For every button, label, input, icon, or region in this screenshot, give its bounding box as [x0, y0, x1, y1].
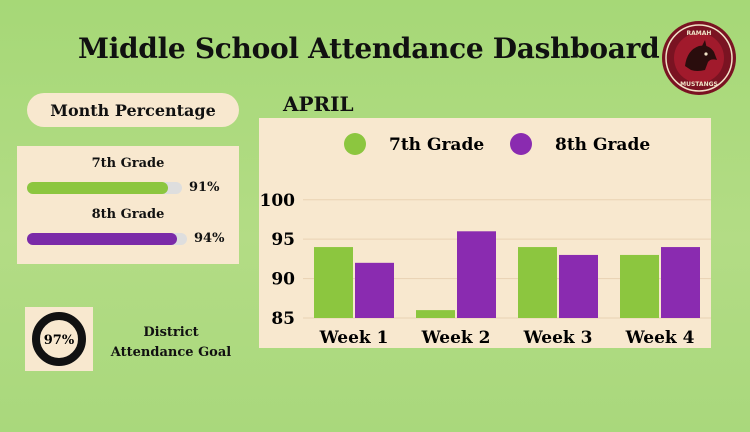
bar-1-week-2 [416, 310, 455, 318]
attendance-chart-panel: 7th Grade 8th Grade 85 90 95 100 Week 1 Week 2 W… [259, 118, 711, 348]
chart-title: APRIL [283, 92, 354, 116]
bar-2-week-1 [355, 262, 394, 318]
grade-8-progress-fill [27, 233, 178, 245]
month-percentage-panel: 7th Grade 91% 8th Grade 94% [17, 146, 239, 264]
x-tick-week-3: Week 3 [523, 328, 593, 348]
month-percentage-label: Month Percentage [27, 93, 239, 127]
bar-1-week-3 [518, 247, 557, 318]
grade-7-progress-track [27, 182, 182, 194]
grade-8-label: 8th Grade [91, 207, 165, 222]
bar-2-week-3 [559, 254, 598, 318]
attendance-bar-chart: 7th Grade 8th Grade 85 90 95 100 Week 1 Week 2 W… [260, 133, 711, 348]
legend-label-1: 7th Grade [389, 135, 484, 155]
legend-marker-1 [344, 133, 366, 155]
y-tick-90: 90 [271, 270, 295, 290]
y-tick-95: 95 [271, 230, 295, 250]
district-goal-ring-box: 97% [25, 307, 93, 371]
bar-1-week-1 [314, 247, 353, 318]
district-goal-label-line1: District [143, 325, 199, 340]
district-goal-value: 97% [44, 333, 75, 348]
bar-2-week-2 [457, 231, 496, 318]
x-tick-week-4: Week 4 [625, 328, 695, 348]
grade-7-label: 7th Grade [91, 156, 165, 171]
school-logo: RAMAH MUSTANGS [662, 21, 736, 95]
grade-8-progress-track [27, 233, 187, 245]
y-tick-100: 100 [260, 191, 296, 211]
page-title: Middle School Attendance Dashboard [78, 32, 660, 65]
grade-7-progress-fill [27, 182, 169, 194]
district-goal-ring: 97% [32, 312, 86, 366]
grade-8-progress-value: 94% [194, 231, 225, 246]
legend-marker-2 [510, 133, 532, 155]
bar-1-week-4 [620, 254, 659, 318]
logo-bottom-text: MUSTANGS [680, 81, 718, 88]
district-goal-label-line2: Attendance Goal [110, 345, 232, 360]
district-goal-label: District Attendance Goal [96, 323, 246, 363]
x-tick-week-1: Week 1 [319, 328, 389, 348]
grade-7-progress-value: 91% [189, 180, 220, 195]
y-tick-85: 85 [271, 309, 295, 329]
legend-label-2: 8th Grade [555, 135, 650, 155]
bar-2-week-4 [661, 247, 700, 318]
logo-top-text: RAMAH [687, 30, 712, 37]
x-tick-week-2: Week 2 [421, 328, 491, 348]
